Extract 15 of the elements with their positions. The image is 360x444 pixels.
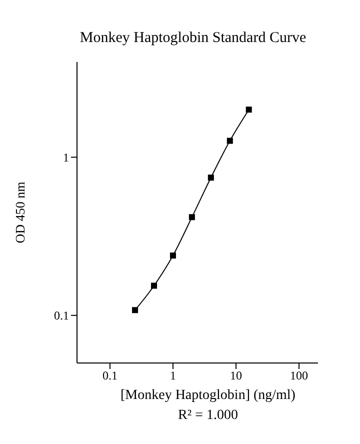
x-tick-label: 100 xyxy=(290,368,308,383)
point xyxy=(132,307,138,314)
x-tick-label: 10 xyxy=(230,368,242,383)
x-axis-title: [Monkey Haptoglobin] (ng/ml) xyxy=(120,388,296,404)
point xyxy=(188,214,195,220)
x-tick-label: 1 xyxy=(170,368,176,383)
point xyxy=(170,252,176,259)
point xyxy=(246,106,252,113)
point xyxy=(208,174,214,181)
chart-title: Monkey Haptoglobin Standard Curve xyxy=(78,30,308,47)
point xyxy=(226,138,233,144)
x-tick-label: 0.1 xyxy=(102,368,118,383)
y-axis-title: OD 450 nm xyxy=(12,182,28,244)
point xyxy=(151,282,158,289)
text: R² = 1.000 xyxy=(177,408,239,424)
